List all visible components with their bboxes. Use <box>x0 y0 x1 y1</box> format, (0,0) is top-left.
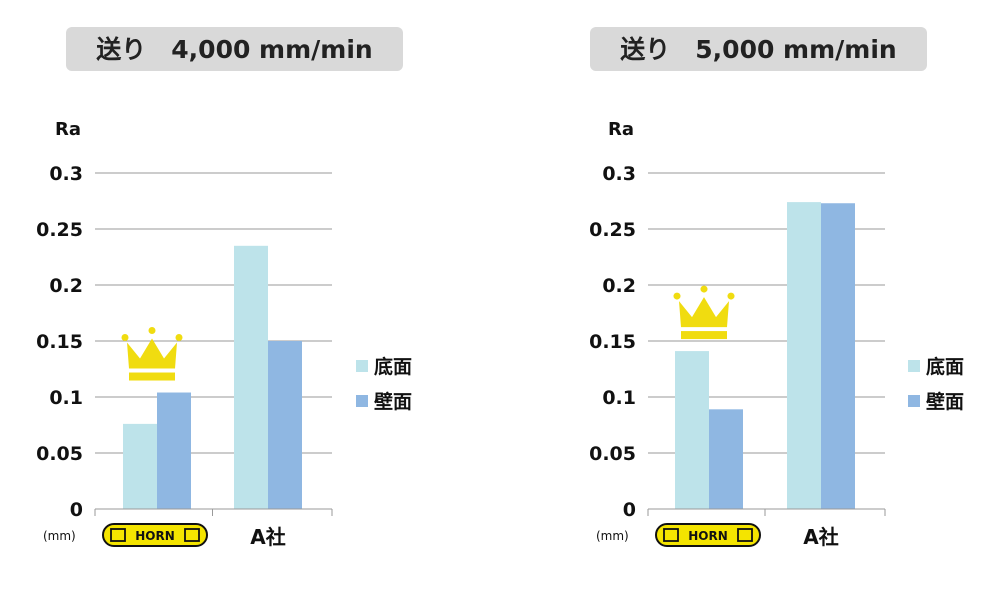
bar-wall-company-a <box>268 341 302 509</box>
legend-swatch-2 <box>356 395 368 407</box>
y-tick-label: 0.15 <box>36 331 83 353</box>
chart-title-box <box>66 27 403 71</box>
x-tick-label-company-a: A社 <box>803 525 838 549</box>
y-tick-label: 0.1 <box>602 387 636 409</box>
y-tick-label: 0.25 <box>589 219 636 241</box>
crown-jewel <box>175 334 183 342</box>
chart-panel-2: 送り 5,000 mm/min Ra 0 0.05 0.1 0.15 0.2 0.25 0.3 (… <box>589 27 964 549</box>
crown-body <box>127 338 177 369</box>
legend-label-1: 底面 <box>926 355 964 378</box>
y-tick-label: 0.05 <box>36 443 83 465</box>
chart-title: 送り 4,000 mm/min <box>96 35 372 64</box>
crown-body <box>679 297 729 328</box>
chart-panel-1: 送り 4,000 mm/min Ra 0 0.05 0.1 0.15 0.2 0.25 0.3 (… <box>36 27 412 549</box>
x-tick-label-horn: HORN <box>135 529 175 543</box>
horn-logo: HORN <box>102 523 208 547</box>
crown-icon <box>121 327 183 381</box>
logo-mark-right <box>737 528 753 542</box>
y-tick-label: 0 <box>70 499 83 521</box>
logo-mark-left <box>110 528 126 542</box>
y-tick-label: 0.05 <box>589 443 636 465</box>
unit-label: (mm) <box>596 529 629 543</box>
legend-label-2: 壁面 <box>926 390 964 413</box>
bar-bottom-company-a <box>787 202 821 509</box>
chart-title: 送り 5,000 mm/min <box>620 35 896 64</box>
y-tick-label: 0 <box>623 499 636 521</box>
legend-label-1: 底面 <box>374 355 412 378</box>
logo-mark-left <box>663 528 679 542</box>
crown-jewel <box>700 285 708 293</box>
bar-bottom-company-a <box>234 245 268 510</box>
crown-band <box>129 372 175 381</box>
y-tick-label: 0.25 <box>36 219 83 241</box>
legend-label-2: 壁面 <box>374 390 412 413</box>
legend-swatch-2 <box>908 395 920 407</box>
chart-title-box <box>590 27 927 71</box>
crown-jewel <box>121 334 129 342</box>
y-tick-label: 0.3 <box>602 163 636 185</box>
crown-icon <box>673 285 735 340</box>
y-tick-label: 0.2 <box>49 275 83 297</box>
x-tick-label-company-a: A社 <box>250 525 285 549</box>
bar-bottom-horn <box>123 423 157 509</box>
bar-wall-company-a <box>821 203 855 510</box>
x-tick-label-horn: HORN <box>688 529 728 543</box>
y-axis-label: Ra <box>55 119 81 140</box>
crown-band <box>681 331 727 340</box>
legend-swatch-1 <box>356 360 368 372</box>
logo-mark-right <box>184 528 200 542</box>
y-tick-label: 0.15 <box>589 331 636 353</box>
y-axis-label: Ra <box>608 119 634 140</box>
horn-logo: HORN <box>655 523 761 547</box>
logo-frame <box>102 523 208 547</box>
crown-jewel <box>673 292 681 300</box>
crown-jewel <box>727 292 735 300</box>
bar-bottom-horn <box>675 351 709 509</box>
unit-label: (mm) <box>43 529 76 543</box>
y-tick-label: 0.1 <box>49 387 83 409</box>
y-tick-label: 0.2 <box>602 275 636 297</box>
legend-swatch-1 <box>908 360 920 372</box>
crown-jewel <box>148 327 156 335</box>
y-tick-label: 0.3 <box>49 163 83 185</box>
bar-wall-horn <box>709 409 743 509</box>
bar-wall-horn <box>157 392 191 509</box>
logo-frame <box>655 523 761 547</box>
